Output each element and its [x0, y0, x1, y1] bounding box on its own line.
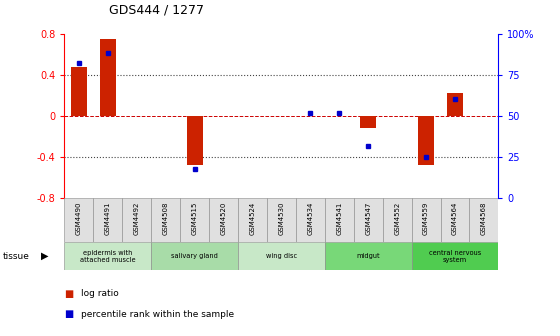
Text: GSM4492: GSM4492 — [134, 202, 140, 235]
Text: ▶: ▶ — [41, 251, 48, 261]
Text: GSM4568: GSM4568 — [481, 202, 487, 235]
Bar — [418, 116, 434, 165]
Text: wing disc: wing disc — [266, 253, 297, 259]
Bar — [360, 116, 376, 128]
Bar — [94, 198, 122, 242]
Text: ■: ■ — [64, 309, 74, 319]
Bar — [325, 242, 412, 270]
Text: midgut: midgut — [356, 253, 380, 259]
Bar — [209, 198, 238, 242]
Text: GDS444 / 1277: GDS444 / 1277 — [109, 4, 204, 17]
Text: GSM4515: GSM4515 — [192, 202, 198, 235]
Text: percentile rank within the sample: percentile rank within the sample — [81, 310, 234, 319]
Bar — [238, 242, 325, 270]
Text: GSM4520: GSM4520 — [221, 202, 227, 235]
Text: GSM4524: GSM4524 — [249, 202, 255, 235]
Text: GSM4491: GSM4491 — [105, 202, 111, 235]
Text: GSM4508: GSM4508 — [162, 202, 169, 235]
Bar — [267, 198, 296, 242]
Bar — [71, 67, 87, 116]
Text: log ratio: log ratio — [81, 290, 119, 298]
Bar — [122, 198, 151, 242]
Text: central nervous
system: central nervous system — [429, 250, 481, 263]
Bar — [447, 93, 463, 116]
Bar — [186, 116, 203, 165]
Bar — [180, 198, 209, 242]
Bar — [412, 242, 498, 270]
Bar — [412, 198, 441, 242]
Text: GSM4530: GSM4530 — [278, 202, 284, 235]
Text: GSM4490: GSM4490 — [76, 202, 82, 235]
Text: tissue: tissue — [3, 252, 30, 261]
Bar — [382, 198, 412, 242]
Bar — [354, 198, 382, 242]
Bar — [441, 198, 469, 242]
Bar — [296, 198, 325, 242]
Text: GSM4547: GSM4547 — [365, 202, 371, 235]
Text: epidermis with
attached muscle: epidermis with attached muscle — [80, 250, 136, 263]
Text: GSM4541: GSM4541 — [336, 202, 342, 235]
Bar — [151, 198, 180, 242]
Bar — [100, 39, 116, 116]
Bar — [238, 198, 267, 242]
Text: GSM4552: GSM4552 — [394, 202, 400, 235]
Bar — [64, 242, 151, 270]
Text: GSM4564: GSM4564 — [452, 202, 458, 235]
Bar — [325, 198, 354, 242]
Text: GSM4534: GSM4534 — [307, 202, 314, 235]
Bar — [151, 242, 238, 270]
Bar — [64, 198, 94, 242]
Text: GSM4559: GSM4559 — [423, 202, 429, 235]
Bar — [469, 198, 498, 242]
Text: salivary gland: salivary gland — [171, 253, 218, 259]
Text: ■: ■ — [64, 289, 74, 299]
